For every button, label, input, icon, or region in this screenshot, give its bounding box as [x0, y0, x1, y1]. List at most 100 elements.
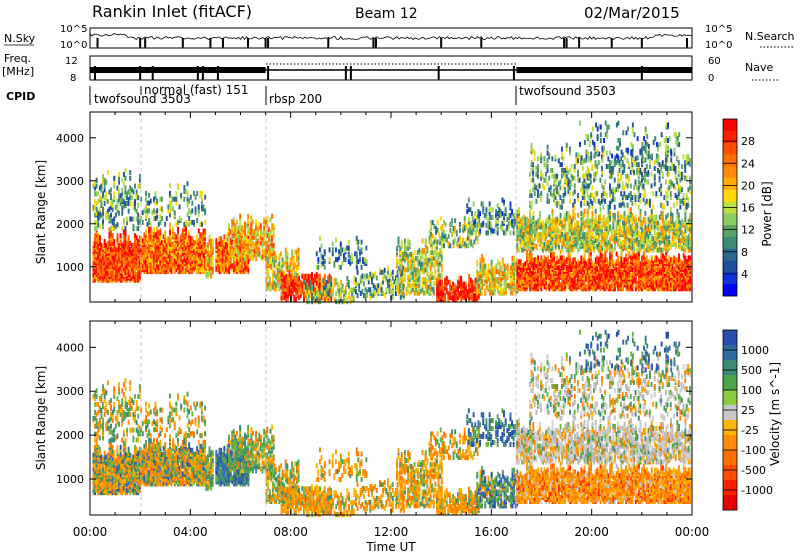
power-cell [332, 291, 334, 297]
power-cell [231, 223, 234, 229]
power-cell [197, 228, 200, 234]
power-cell [266, 223, 269, 229]
power-cell [145, 265, 147, 271]
power-cell [426, 246, 429, 252]
power-cell [236, 238, 238, 244]
power-cell [410, 273, 413, 279]
power-cell [278, 276, 281, 282]
power-cell [148, 238, 151, 244]
power-cell [127, 268, 130, 273]
power-cell [308, 293, 310, 299]
power-cell [278, 253, 281, 259]
power-cell [134, 270, 136, 275]
power-cell [400, 253, 403, 259]
power-cell [154, 267, 157, 273]
power-cell [268, 250, 270, 256]
power-cell [157, 221, 160, 227]
power-cell [167, 247, 170, 253]
power-cell [347, 239, 350, 245]
power-cell [335, 257, 337, 263]
power-cell [94, 199, 96, 204]
power-cell [360, 247, 363, 253]
power-cell [102, 244, 104, 250]
power-cell [177, 219, 179, 225]
power-cell [244, 238, 246, 244]
power-cell [271, 234, 274, 240]
power-cell [149, 253, 152, 259]
power-cell [440, 250, 443, 255]
power-cell [286, 261, 289, 267]
power-cell [121, 273, 124, 279]
power-cell [391, 269, 394, 275]
power-cell [191, 236, 194, 242]
power-cell [108, 214, 111, 220]
power-cell [472, 201, 475, 207]
power-cell [281, 263, 284, 269]
power-cell [322, 277, 325, 283]
power-cell [111, 264, 114, 270]
power-cell [341, 260, 344, 266]
power-cell [100, 252, 103, 258]
power-cell [102, 206, 104, 212]
power-cell [116, 199, 119, 204]
power-cell [111, 226, 114, 232]
power-cell [135, 226, 138, 232]
power-cell [124, 193, 127, 199]
power-cell [380, 269, 383, 275]
power-cell [132, 242, 135, 248]
power-cell [157, 236, 160, 242]
power-cell [116, 233, 119, 239]
power-cell [172, 251, 175, 257]
power-cell [375, 275, 378, 281]
power-cell [272, 261, 274, 267]
power-cell [330, 275, 333, 281]
power-cell [153, 208, 155, 214]
power-cell [265, 284, 268, 290]
power-cell [159, 206, 162, 212]
power-cell [280, 271, 283, 277]
power-cell [256, 252, 259, 258]
power-cell [351, 253, 353, 259]
power-cell [194, 245, 197, 251]
nsky-right-tick-top: 10^5 [705, 24, 732, 35]
power-cell [293, 281, 296, 287]
power-cell [265, 276, 268, 282]
power-cell [258, 234, 261, 240]
power-cell [294, 249, 297, 255]
power-cell [205, 252, 208, 258]
power-cell [204, 194, 207, 200]
power-cell [137, 195, 140, 201]
power-cell [303, 279, 306, 285]
power-cell [275, 282, 278, 288]
power-cell [283, 275, 286, 281]
power-cell [404, 250, 406, 255]
power-cell [113, 239, 116, 244]
power-cell [316, 285, 318, 291]
power-cell [364, 287, 367, 293]
power-cell [149, 263, 152, 269]
power-cell [261, 242, 264, 248]
power-cell [301, 287, 304, 293]
power-cell [351, 257, 353, 263]
power-cell [278, 286, 281, 292]
power-cell [189, 261, 192, 267]
power-cell [108, 189, 111, 195]
power-cell [208, 250, 211, 256]
power-cell [396, 282, 398, 288]
power-cell [311, 293, 314, 299]
power-cell [189, 236, 192, 242]
power-cell [175, 200, 178, 206]
power-cell [258, 250, 261, 256]
power-cell [269, 238, 272, 244]
power-cell [410, 282, 413, 288]
power-cell [172, 206, 175, 212]
power-cell [240, 256, 243, 262]
power-cell [404, 246, 406, 252]
power-cell [146, 249, 149, 255]
power-cell [280, 265, 282, 270]
power-cell [512, 230, 515, 236]
power-cell [154, 216, 157, 221]
power-cell [143, 238, 146, 244]
power-cell [380, 287, 383, 293]
power-cell [307, 273, 310, 279]
